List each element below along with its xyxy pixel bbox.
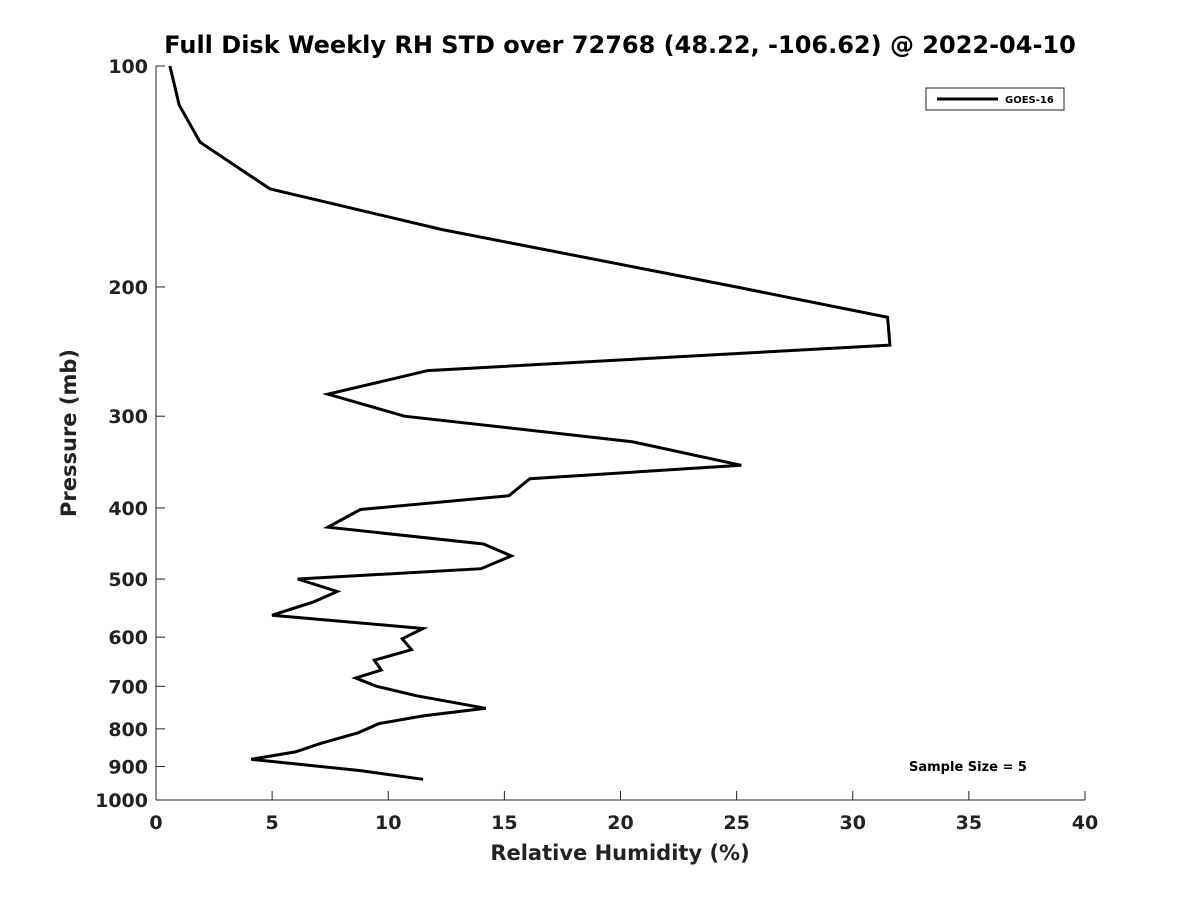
series-line-goes16 bbox=[168, 65, 892, 781]
x-tick-label: 0 bbox=[149, 812, 162, 834]
sample-size-annotation: Sample Size = 5 bbox=[909, 760, 1027, 775]
legend-label-goes16: GOES-16 bbox=[1005, 95, 1054, 106]
y-axis-label: Pressure (mb) bbox=[57, 349, 81, 517]
x-tick-label: 10 bbox=[375, 812, 401, 834]
y-tick-label: 800 bbox=[108, 719, 148, 741]
x-axis-ticks: 0 5 10 15 20 25 30 35 40 bbox=[149, 791, 1098, 834]
legend: GOES-16 bbox=[925, 87, 1065, 111]
x-tick-label: 35 bbox=[956, 812, 982, 834]
y-tick-label: 500 bbox=[108, 569, 148, 591]
x-tick-label: 5 bbox=[266, 812, 279, 834]
chart-title: Full Disk Weekly RH STD over 72768 (48.2… bbox=[164, 31, 1076, 59]
y-tick-label: 300 bbox=[108, 406, 148, 428]
y-tick-label: 200 bbox=[108, 277, 148, 299]
x-axis-label: Relative Humidity (%) bbox=[490, 841, 749, 865]
series-layer bbox=[168, 65, 892, 781]
y-tick-label: 700 bbox=[108, 676, 148, 698]
x-tick-label: 20 bbox=[607, 812, 633, 834]
y-tick-label: 400 bbox=[108, 498, 148, 520]
x-tick-label: 40 bbox=[1072, 812, 1098, 834]
x-tick-label: 15 bbox=[491, 812, 517, 834]
y-tick-label: 900 bbox=[108, 756, 148, 778]
plot-area bbox=[155, 66, 1085, 801]
x-tick-label: 25 bbox=[723, 812, 749, 834]
y-tick-label: 100 bbox=[108, 56, 148, 78]
y-tick-label: 600 bbox=[108, 627, 148, 649]
x-tick-label: 30 bbox=[840, 812, 866, 834]
y-tick-label: 1000 bbox=[95, 790, 148, 812]
y-axis-ticks: 100 200 300 400 500 600 700 800 900 1000 bbox=[95, 56, 165, 812]
